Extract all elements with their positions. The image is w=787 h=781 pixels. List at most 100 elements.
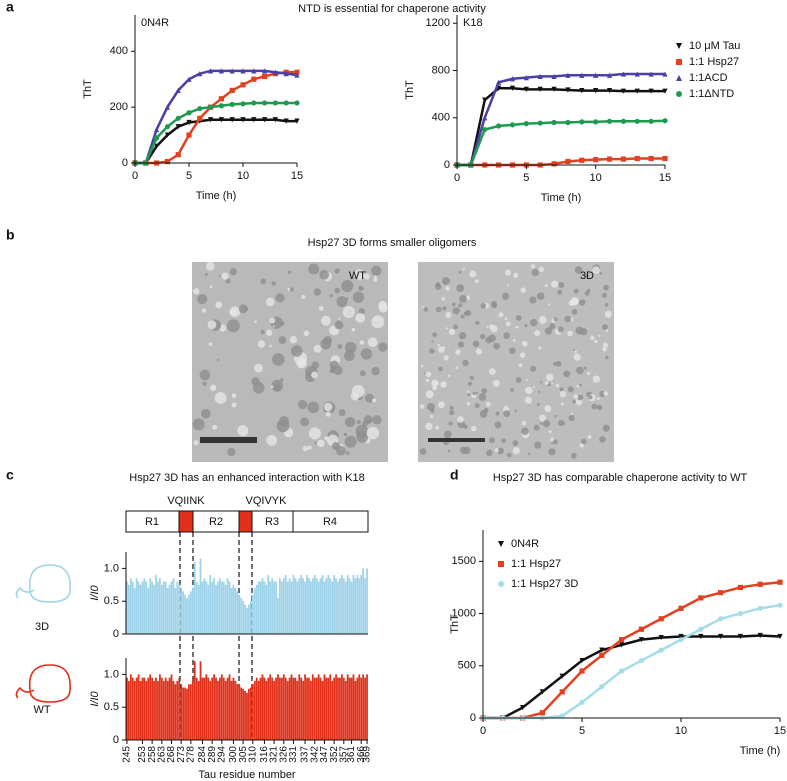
particle [266,297,275,307]
particle [602,347,607,352]
particle [568,415,575,422]
particle [529,296,537,304]
bar [342,578,345,634]
marker [606,87,613,94]
marker [737,633,743,640]
particle [467,381,473,386]
x-tick-label: 5 [579,725,585,737]
particle [437,343,440,347]
bar [284,677,287,740]
bar [261,674,264,740]
particle [308,263,320,275]
bar [188,684,190,740]
marker [777,579,783,585]
particle [544,381,549,385]
bar [145,680,148,740]
bar [182,687,185,740]
particle [550,280,559,288]
particle [429,348,435,354]
marker [599,652,605,658]
bar [242,688,245,740]
particle [337,344,343,349]
particle [303,330,310,337]
bar [129,674,132,740]
particle [334,287,341,294]
bar [135,578,138,634]
particle [463,311,469,316]
bar [248,688,250,740]
marker [175,115,181,121]
bar [180,684,183,740]
marker [197,115,203,121]
particle [585,274,589,278]
bar [220,674,223,740]
marker [634,118,640,124]
particle [372,398,377,403]
bar [344,680,347,740]
particle [445,286,450,291]
particle [493,342,501,350]
x-tick-label: 0 [480,725,486,737]
bar [348,677,351,740]
bar [317,674,320,740]
bar [308,578,310,634]
bar [279,677,281,740]
particle [563,370,571,378]
bar [213,578,215,634]
particle [549,323,556,330]
particle [557,289,563,295]
panel-title: Hsp27 3D has an enhanced interaction wit… [129,472,364,484]
bar [366,674,368,740]
particle [448,328,456,336]
particle [434,381,438,386]
particle [435,425,440,430]
bar [290,674,293,740]
bar [279,578,281,634]
particle [325,411,331,417]
particle [451,302,456,307]
particle [466,390,470,394]
particle [275,293,285,303]
motif-label: VQIVYK [246,495,288,507]
particle [331,442,341,451]
particle [553,362,557,366]
marker [593,157,599,163]
segment-label: R3 [265,516,279,528]
particle [287,288,291,291]
particle [458,341,465,348]
particle [480,303,487,309]
particle [214,392,227,404]
particle [603,284,609,291]
particle [602,324,608,330]
bar [333,677,336,740]
particle [503,405,509,412]
marker [175,124,181,130]
segment-label: R4 [323,516,337,528]
bar [189,591,192,634]
bar [327,677,330,740]
particle [514,409,518,413]
marker [520,704,526,711]
marker [537,120,543,126]
marker [698,633,704,640]
bar [153,584,155,634]
x-tick-label: 316 [259,746,270,763]
particle [475,348,483,355]
particle [524,396,532,404]
particle [359,370,366,377]
particle [539,381,543,384]
bar [219,578,221,634]
bar [199,661,202,740]
segment-label: R2 [209,516,223,528]
marker [539,710,545,716]
bar [128,680,130,740]
marker [229,117,235,123]
x-tick-label: 289 [207,746,218,763]
particle [271,379,284,392]
marker [482,115,488,121]
bar [203,677,206,740]
particle [442,306,447,311]
marker [757,581,763,587]
particle [212,424,218,430]
bar [346,674,349,740]
